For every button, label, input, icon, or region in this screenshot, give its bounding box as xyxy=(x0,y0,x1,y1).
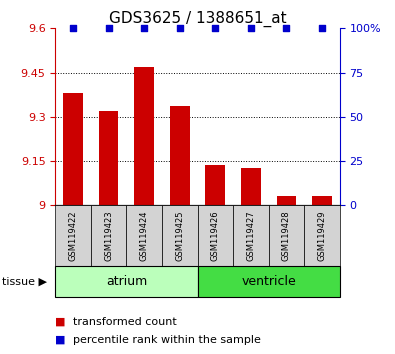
Bar xyxy=(233,205,269,266)
Text: ■: ■ xyxy=(55,317,66,327)
Bar xyxy=(312,196,332,205)
Bar xyxy=(63,93,83,205)
Point xyxy=(283,25,290,31)
Bar xyxy=(269,205,304,266)
Text: GSM119423: GSM119423 xyxy=(104,210,113,261)
Bar xyxy=(126,205,162,266)
Bar xyxy=(304,205,340,266)
Text: GSM119426: GSM119426 xyxy=(211,210,220,261)
Bar xyxy=(55,205,91,266)
Text: GSM119427: GSM119427 xyxy=(246,210,255,261)
Text: ventricle: ventricle xyxy=(241,275,296,288)
Point xyxy=(70,25,76,31)
Bar xyxy=(91,205,126,266)
Bar xyxy=(198,205,233,266)
Bar xyxy=(134,67,154,205)
Point xyxy=(141,25,147,31)
Text: GSM119424: GSM119424 xyxy=(140,210,149,261)
Text: ■: ■ xyxy=(55,335,66,345)
Text: GSM119425: GSM119425 xyxy=(175,210,184,261)
Text: GSM119422: GSM119422 xyxy=(69,210,77,261)
Point xyxy=(105,25,112,31)
Text: atrium: atrium xyxy=(106,275,147,288)
Point xyxy=(248,25,254,31)
Text: tissue ▶: tissue ▶ xyxy=(2,276,47,286)
Bar xyxy=(198,266,340,297)
Title: GDS3625 / 1388651_at: GDS3625 / 1388651_at xyxy=(109,11,286,27)
Bar xyxy=(55,266,198,297)
Text: percentile rank within the sample: percentile rank within the sample xyxy=(73,335,261,345)
Point xyxy=(177,25,183,31)
Bar xyxy=(162,205,198,266)
Bar xyxy=(205,166,225,205)
Text: GSM119429: GSM119429 xyxy=(318,210,326,261)
Text: GSM119428: GSM119428 xyxy=(282,210,291,261)
Point xyxy=(319,25,325,31)
Bar xyxy=(170,107,190,205)
Bar xyxy=(276,196,296,205)
Point xyxy=(212,25,218,31)
Bar xyxy=(99,111,118,205)
Bar xyxy=(241,169,261,205)
Text: transformed count: transformed count xyxy=(73,317,177,327)
